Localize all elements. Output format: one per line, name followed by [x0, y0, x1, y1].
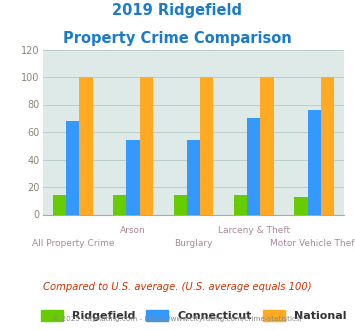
Bar — [126, 140, 140, 214]
Text: Compared to U.S. average. (U.S. average equals 100): Compared to U.S. average. (U.S. average … — [43, 282, 312, 292]
Bar — [187, 140, 200, 214]
Text: 2019 Ridgefield: 2019 Ridgefield — [113, 3, 242, 18]
Bar — [234, 195, 247, 214]
Bar — [247, 118, 261, 214]
Bar — [113, 195, 126, 214]
Bar — [140, 77, 153, 214]
Bar — [200, 77, 213, 214]
Bar — [261, 77, 274, 214]
Bar — [53, 195, 66, 214]
Text: Arson: Arson — [120, 226, 146, 235]
Text: © 2025 CityRating.com - https://www.cityrating.com/crime-statistics/: © 2025 CityRating.com - https://www.city… — [53, 315, 302, 322]
Text: Motor Vehicle Theft: Motor Vehicle Theft — [270, 239, 355, 248]
Text: Burglary: Burglary — [174, 239, 213, 248]
Legend: Ridgefield, Connecticut, National: Ridgefield, Connecticut, National — [36, 306, 351, 326]
Bar — [294, 197, 307, 214]
Bar — [66, 121, 80, 214]
Bar — [80, 77, 93, 214]
Bar — [174, 195, 187, 214]
Text: Larceny & Theft: Larceny & Theft — [218, 226, 290, 235]
Text: All Property Crime: All Property Crime — [32, 239, 114, 248]
Text: Property Crime Comparison: Property Crime Comparison — [63, 31, 292, 46]
Bar — [307, 110, 321, 214]
Bar — [321, 77, 334, 214]
